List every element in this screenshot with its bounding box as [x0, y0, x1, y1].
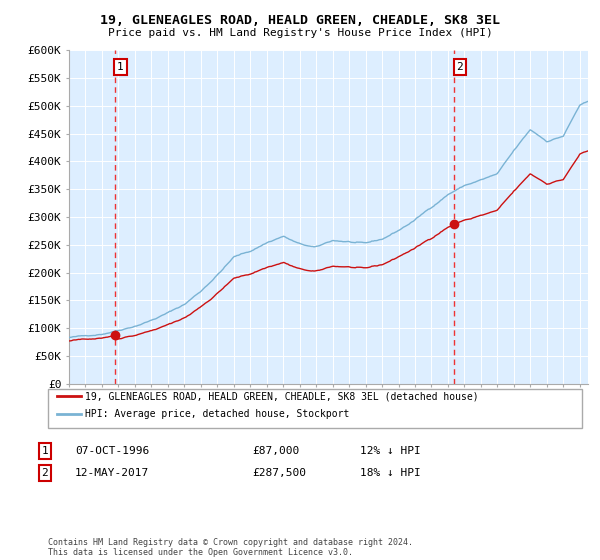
Text: £87,000: £87,000 [252, 446, 299, 456]
Text: 12-MAY-2017: 12-MAY-2017 [75, 468, 149, 478]
Text: 2: 2 [457, 62, 463, 72]
Text: 07-OCT-1996: 07-OCT-1996 [75, 446, 149, 456]
Text: 1: 1 [41, 446, 49, 456]
Text: 19, GLENEAGLES ROAD, HEALD GREEN, CHEADLE, SK8 3EL (detached house): 19, GLENEAGLES ROAD, HEALD GREEN, CHEADL… [85, 391, 479, 402]
Text: HPI: Average price, detached house, Stockport: HPI: Average price, detached house, Stoc… [85, 409, 350, 419]
Text: £287,500: £287,500 [252, 468, 306, 478]
Text: 18% ↓ HPI: 18% ↓ HPI [360, 468, 421, 478]
Text: 19, GLENEAGLES ROAD, HEALD GREEN, CHEADLE, SK8 3EL: 19, GLENEAGLES ROAD, HEALD GREEN, CHEADL… [100, 14, 500, 27]
Text: 1: 1 [117, 62, 124, 72]
Text: Price paid vs. HM Land Registry's House Price Index (HPI): Price paid vs. HM Land Registry's House … [107, 28, 493, 38]
Text: 2: 2 [41, 468, 49, 478]
Text: 12% ↓ HPI: 12% ↓ HPI [360, 446, 421, 456]
Text: Contains HM Land Registry data © Crown copyright and database right 2024.
This d: Contains HM Land Registry data © Crown c… [48, 538, 413, 557]
